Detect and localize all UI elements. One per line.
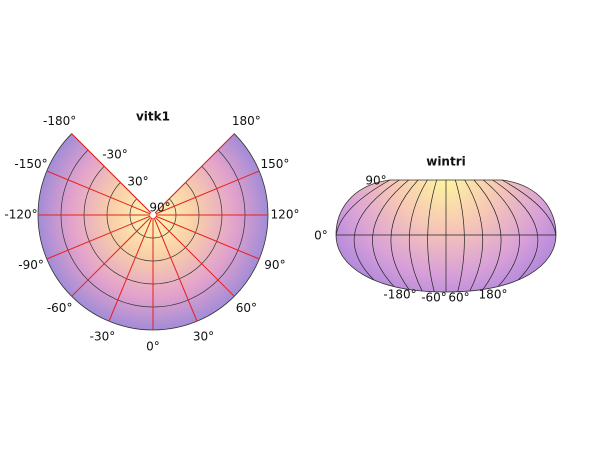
latitude-label: 90° bbox=[365, 174, 386, 188]
wintri-map: wintri 90° 0° -180° -60° 60° 180° bbox=[314, 155, 557, 305]
longitude-label: 60° bbox=[448, 291, 469, 305]
longitude-label: -60° bbox=[421, 291, 447, 305]
meridian bbox=[71, 214, 154, 297]
longitude-label: -180° bbox=[43, 114, 76, 128]
map-title: vitk1 bbox=[136, 110, 170, 124]
meridian bbox=[353, 180, 400, 292]
longitude-label: 180° bbox=[232, 114, 261, 128]
vitk1-map: vitk1 -180° -150° -120° -90° -60° -30° 0° 30° 60… bbox=[4, 110, 299, 354]
meridian bbox=[464, 180, 484, 292]
meridian bbox=[46, 170, 154, 216]
meridian bbox=[108, 214, 154, 322]
longitude-label: -30° bbox=[90, 329, 116, 343]
longitude-label: 150° bbox=[260, 157, 289, 171]
meridian bbox=[473, 180, 502, 292]
meridian bbox=[408, 180, 428, 292]
latitude-label: 0° bbox=[314, 229, 328, 243]
longitude-label: -180° bbox=[383, 288, 416, 302]
meridian bbox=[152, 214, 235, 297]
meridian bbox=[372, 180, 409, 292]
longitude-label: 30° bbox=[193, 329, 214, 343]
meridian bbox=[390, 180, 419, 292]
latitude-label: 30° bbox=[127, 175, 148, 189]
longitude-label: 90° bbox=[264, 258, 285, 272]
meridian bbox=[152, 133, 235, 216]
meridian bbox=[427, 180, 438, 292]
longitude-label: -60° bbox=[47, 301, 73, 315]
longitude-label: 60° bbox=[236, 301, 257, 315]
latitude-label: -30° bbox=[102, 148, 128, 162]
longitude-label: 0° bbox=[146, 340, 160, 354]
meridian bbox=[483, 180, 520, 292]
meridian bbox=[46, 214, 154, 260]
longitude-label: -120° bbox=[4, 208, 37, 222]
longitude-label: -150° bbox=[14, 157, 47, 171]
map-title: wintri bbox=[426, 155, 466, 169]
meridian bbox=[454, 180, 465, 292]
longitude-label: -90° bbox=[18, 258, 44, 272]
longitude-label: 120° bbox=[271, 208, 300, 222]
latitude-label: 90° bbox=[149, 201, 170, 215]
meridian bbox=[152, 170, 260, 216]
meridian bbox=[152, 214, 260, 260]
meridian bbox=[71, 133, 154, 216]
longitude-label: 180° bbox=[479, 288, 508, 302]
meridian bbox=[152, 214, 198, 322]
pole bbox=[150, 212, 156, 218]
meridian bbox=[492, 180, 539, 292]
